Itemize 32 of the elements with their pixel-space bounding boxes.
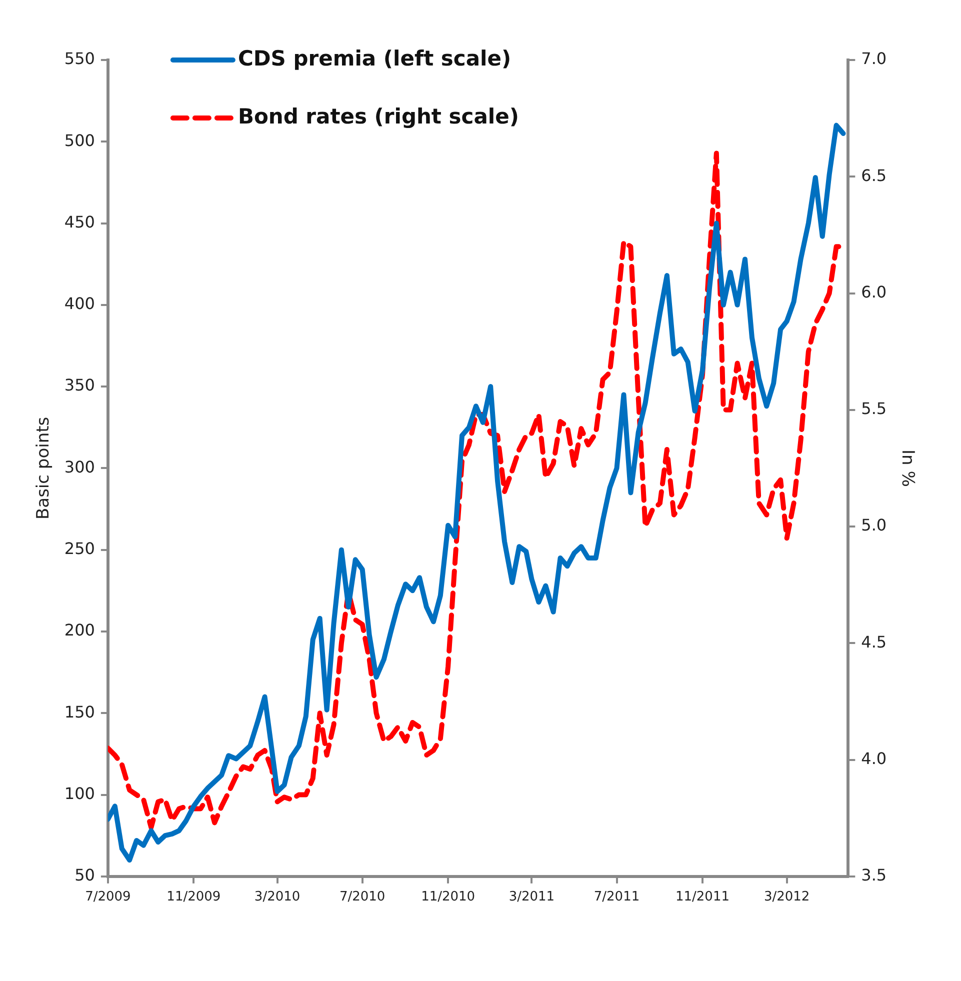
y-tick-label: 350 <box>64 376 95 395</box>
y-axis-title: Basic points <box>34 416 54 520</box>
x-tick-label: 7/2011 <box>594 890 640 905</box>
y-tick-label: 550 <box>64 49 95 68</box>
y2-tick-label: 5.5 <box>861 399 887 418</box>
y2-tick-label: 4.0 <box>861 748 887 768</box>
y2-tick-label: 6.5 <box>861 166 887 185</box>
x-tick-label: 11/2009 <box>166 890 221 905</box>
y-tick-label: 450 <box>64 212 95 232</box>
y-tick-label: 400 <box>64 294 95 314</box>
y-tick-label: 500 <box>64 130 95 150</box>
x-tick-label: 3/2012 <box>764 890 810 905</box>
y2-tick-label: 4.5 <box>861 632 887 652</box>
y2-tick-label: 5.0 <box>861 516 887 535</box>
y-tick-label: 150 <box>64 702 95 722</box>
y2-axis-title: In % <box>897 450 918 487</box>
y-tick-label: 50 <box>74 866 95 885</box>
x-tick-label: 11/2011 <box>675 890 730 905</box>
y-tick-label: 200 <box>64 620 95 640</box>
legend-label: CDS premia (left scale) <box>238 46 512 70</box>
x-tick-label: 7/2010 <box>339 890 386 905</box>
y2-tick-label: 3.5 <box>861 866 887 885</box>
y2-tick-label: 6.0 <box>861 282 887 302</box>
y-tick-label: 250 <box>64 538 95 558</box>
x-tick-label: 11/2010 <box>421 890 476 905</box>
legend-label: Bond rates (right scale) <box>238 104 519 128</box>
y-tick-label: 300 <box>64 457 95 476</box>
x-tick-label: 3/2010 <box>254 890 300 905</box>
x-tick-label: 7/2009 <box>85 890 131 905</box>
x-tick-label: 3/2011 <box>508 890 555 905</box>
y-tick-label: 100 <box>64 784 95 803</box>
y2-tick-label: 7.0 <box>861 49 887 68</box>
